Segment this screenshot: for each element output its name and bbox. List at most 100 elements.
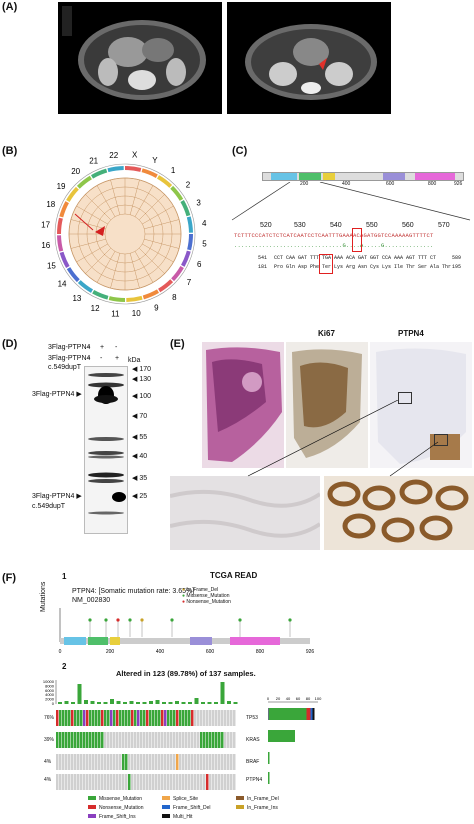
lollipop-domain [230, 637, 280, 645]
lane-row2-sublabel: c.549dupT [48, 364, 82, 371]
freq-bar-segment [268, 730, 295, 742]
oncoprint-cell [101, 774, 104, 790]
lollipop-domain [110, 637, 120, 645]
oncoprint-cell [176, 754, 179, 770]
oncoprint-cell [146, 754, 149, 770]
oncoprint-cell [194, 754, 197, 770]
seq-tick-570: 570 [438, 222, 450, 229]
lollipop-tick: 400 [156, 649, 165, 655]
cdna-row-number: 541 [258, 255, 268, 261]
oncoprint-cell [110, 732, 113, 748]
f-legend-missense-dot: ● [182, 593, 186, 599]
circos-spoke [70, 219, 106, 230]
legend-swatch [88, 814, 96, 818]
oncoprint-cell [59, 754, 62, 770]
oncoprint-cell [197, 710, 200, 726]
burden-bar [201, 702, 205, 704]
oncoprint-cell [110, 774, 113, 790]
marker-70: ◀ 70 [132, 413, 148, 420]
marker-35: ◀ 35 [132, 475, 148, 482]
f-legend-missense: ● Missense_Mutation [182, 594, 230, 599]
gene-pct-2: 4% [44, 759, 52, 765]
oncoprint-cell [152, 732, 155, 748]
lollipop-head [288, 618, 292, 622]
he-stain-image [206, 347, 282, 462]
burden-bar [149, 701, 153, 704]
legend-swatch [236, 805, 244, 809]
f-legend-nonsense-dot: ● [182, 599, 186, 605]
chromosome-label: 21 [89, 156, 98, 165]
oncoprint-cell [155, 732, 158, 748]
circos-spoke [134, 251, 154, 283]
oncoprint-cell [77, 774, 80, 790]
oncoprint-cell [215, 774, 218, 790]
oncoprint-cell [92, 732, 95, 748]
legend-label: In_Frame_Del [247, 796, 279, 802]
burden-bar [207, 702, 212, 704]
f-legend-inframe-text: In_Frame_Del [186, 587, 219, 593]
oncoprint-cell [131, 754, 134, 770]
oncoprint-cell [125, 710, 128, 726]
gene-pct-0: 76% [44, 715, 55, 721]
chromosome-band [66, 186, 79, 203]
f-ylabel: Mutations [40, 581, 47, 612]
chromosome-band [107, 166, 124, 173]
oncoprint-cell [104, 774, 107, 790]
chromosome-label: 8 [172, 293, 177, 302]
ct-scan-right-image [245, 24, 377, 100]
chromosome-band [126, 295, 143, 302]
oncoprint-cell [107, 710, 110, 726]
oncoprint-cell [83, 774, 86, 790]
oncoprint-cell [188, 732, 191, 748]
oncoprint-cell [143, 754, 146, 770]
oncoprint-cell [182, 754, 185, 770]
burden-ytick: 4000 [45, 692, 55, 697]
freq-tick: 40 [286, 696, 291, 701]
chromosome-band [91, 168, 108, 179]
lane-row1-label: 3Flag-PTPN4 [48, 344, 91, 351]
burden-bar [123, 702, 127, 704]
legend-label: Nonsense_Mutation [99, 805, 144, 811]
chromosome-label: 1 [171, 166, 176, 175]
oncoprint-cell [194, 732, 197, 748]
oncoprint-cell [80, 774, 83, 790]
freq-bar-segment [306, 708, 311, 720]
lane3-sign-row1: - [115, 344, 118, 351]
burden-ytick: 10000 [43, 680, 55, 684]
oncoprint-cell [119, 710, 122, 726]
marker-100: ◀ 100 [132, 393, 152, 400]
oncoprint-cell [122, 774, 125, 790]
oncoprint-cell [215, 710, 218, 726]
marker-40: ◀ 40 [132, 453, 148, 460]
oncoprint-cell [176, 732, 179, 748]
oncoprint-cell [131, 732, 134, 748]
burden-bar [103, 702, 108, 704]
oncoprint-cell [83, 710, 86, 726]
oncoprint-cell [200, 732, 203, 748]
oncoprint-cell [149, 710, 152, 726]
ptpn4-zoom-box-1 [398, 392, 412, 404]
legend-label: Splice_Site [173, 796, 199, 802]
oncoprint-cell [149, 774, 152, 790]
burden-bar [58, 702, 62, 704]
chromosome-label: Y [152, 156, 158, 165]
oncoprint-cell [170, 754, 173, 770]
freq-bar-segment [268, 752, 270, 764]
f-altered-text: Altered in 123 (89.78%) of 137 samples. [116, 669, 256, 678]
marker-40-value: 40 [139, 453, 148, 460]
ptpn4-domain-bar [262, 172, 464, 181]
circos-mutation-line [74, 213, 94, 231]
oncoprint-cell [209, 774, 212, 790]
oncoprint-cell [185, 774, 188, 790]
oncoprint-cell [89, 732, 92, 748]
oncoprint-cell [56, 774, 59, 790]
chromosome-band [57, 217, 63, 235]
oncoprint-cell [149, 754, 152, 770]
oncoprint-cell [56, 710, 59, 726]
oncoprint-cell [212, 774, 215, 790]
protein-row-number: 181 [258, 264, 268, 270]
oncoprint-cell [137, 754, 140, 770]
chromosome-label: 14 [58, 279, 67, 288]
circos-spoke [142, 205, 174, 225]
burden-bar [84, 700, 88, 704]
